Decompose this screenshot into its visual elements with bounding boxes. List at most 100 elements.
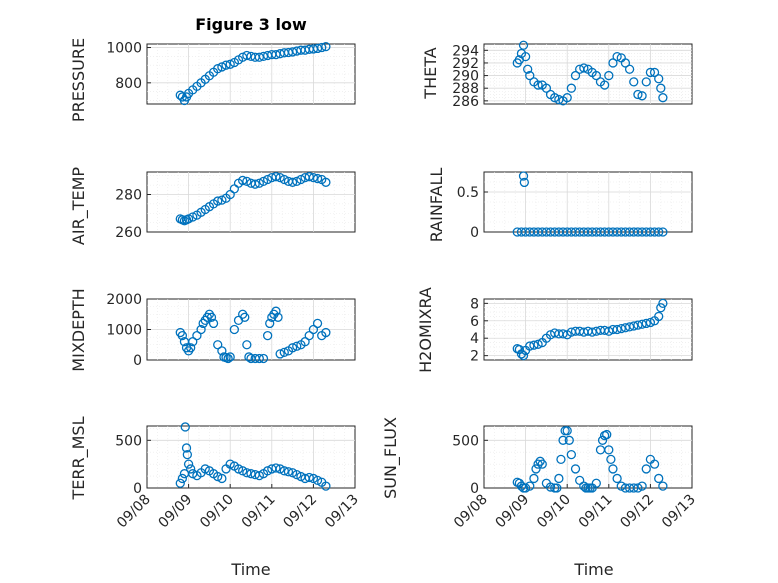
subplot-terr-msl-yticks: 0 500 [115, 433, 151, 497]
h2omixra-point [654, 311, 664, 322]
pressure-point [254, 52, 264, 62]
sun-flux-point [562, 426, 572, 436]
air-temp-point [217, 195, 227, 205]
pressure-point [225, 59, 235, 69]
terr-msl-point [217, 473, 227, 484]
mixdepth-point [304, 330, 314, 341]
air-temp-point [279, 174, 289, 185]
subplot-terr-msl-xticks: 09/08 09/09 09/10 09/11 09/12 09/13 [114, 484, 362, 531]
mixdepth-point [273, 312, 283, 322]
subplot-h2omixra-ylabel: H2OMIXRA [416, 287, 435, 373]
mixdepth-point [321, 327, 331, 338]
mixdepth-point [287, 343, 298, 353]
subplot-terr-msl-points [175, 422, 331, 491]
air-temp-point [275, 172, 285, 183]
h2omixra-point [587, 327, 597, 337]
mixdepth-point [225, 352, 235, 362]
sun-flux-point [612, 473, 622, 484]
subplot-theta-ylabel: THETA [421, 47, 440, 99]
mixdepth-point [229, 324, 240, 335]
terr-msl-point [246, 469, 256, 479]
h2omixra-point [637, 319, 647, 329]
sun-flux-ytick-label: 500 [452, 433, 479, 449]
subplot-sun-flux-points [512, 426, 668, 493]
air-temp-point [312, 173, 323, 184]
subplot-sun-flux-xlabel: Time [573, 560, 613, 579]
subplot-rainfall-grid [484, 172, 692, 232]
subplot-mixdepth-points [175, 306, 331, 364]
subplot-air-temp-ylabel: AIR_TEMP [69, 167, 89, 245]
theta-point [562, 93, 572, 103]
rainfall-ytick-label: 0 [470, 225, 479, 241]
terr-msl-xtick-label: 09/11 [239, 492, 279, 532]
subplot-pressure-points [175, 41, 331, 106]
air-temp-point [242, 176, 252, 187]
theta-point [629, 77, 639, 87]
subplot-sun-flux-ylabel: SUN_FLUX [381, 417, 401, 499]
theta-point [654, 74, 664, 84]
terr-msl-point [182, 449, 193, 460]
pressure-point [312, 43, 323, 54]
h2omixra-point [514, 344, 525, 355]
theta-point [599, 80, 610, 90]
mixdepth-point [254, 353, 264, 364]
terr-msl-ytick-label: 0 [133, 481, 142, 497]
terr-msl-xtick-label: 09/10 [197, 492, 237, 532]
sun-flux-point [606, 454, 616, 465]
sun-flux-point [566, 449, 577, 460]
theta-point [624, 64, 635, 74]
sun-flux-point [637, 481, 647, 491]
sun-flux-point [529, 473, 539, 484]
pressure-point [321, 41, 331, 52]
theta-point [645, 67, 656, 78]
theta-point [566, 83, 577, 93]
terr-msl-point [242, 468, 252, 478]
terr-msl-point [279, 466, 289, 476]
sun-flux-point [535, 456, 545, 466]
subplot-rainfall-points [512, 171, 668, 237]
mixdepth-point [258, 353, 269, 364]
sun-flux-point [554, 473, 564, 484]
terr-msl-point [225, 459, 235, 469]
sun-flux-point [633, 483, 643, 493]
subplot-pressure: 800 1000 PRESSURE [69, 38, 356, 122]
terr-msl-point [180, 422, 190, 432]
terr-msl-point [186, 464, 196, 474]
sun-flux-point [558, 435, 568, 445]
subplot-terr-msl-ylabel: TERR_MSL [69, 416, 89, 500]
terr-msl-point [177, 473, 188, 484]
theta-point [591, 70, 601, 81]
mixdepth-point [206, 312, 217, 322]
rainfall-point [654, 227, 664, 237]
h2omixra-point [518, 350, 529, 361]
theta-point [550, 93, 560, 103]
h2omixra-point [645, 317, 656, 328]
sun-flux-point [520, 483, 531, 493]
terr-msl-point [254, 470, 264, 481]
rainfall-point [658, 227, 668, 237]
h2omixra-point [620, 323, 631, 333]
h2omixra-point [612, 324, 622, 335]
air-temp-point [254, 178, 264, 188]
subplot-mixdepth: 0 1000 2000 MIXDEPTH [69, 288, 356, 372]
theta-point [554, 94, 564, 105]
air-temp-point [304, 172, 314, 182]
theta-point [579, 63, 589, 73]
air-temp-point [188, 212, 198, 222]
theta-ytick-label: 288 [452, 81, 479, 97]
terr-msl-point [312, 475, 323, 486]
pressure-point [221, 60, 231, 70]
subplot-h2omixra-yticks: 2 46 8 [470, 296, 488, 365]
terr-msl-xtick-label: 09/08 [114, 492, 154, 532]
pressure-ytick-label: 1000 [106, 41, 142, 57]
theta-point [541, 83, 552, 93]
sun-flux-point [602, 429, 612, 440]
sun-flux-point [608, 464, 618, 474]
mixdepth-point [240, 312, 250, 322]
air-temp-point [321, 177, 331, 187]
h2omixra-point [616, 323, 626, 334]
terr-msl-point [271, 463, 281, 473]
pressure-point [258, 51, 269, 62]
sun-flux-point [556, 454, 566, 465]
h2omixra-point [525, 341, 535, 351]
